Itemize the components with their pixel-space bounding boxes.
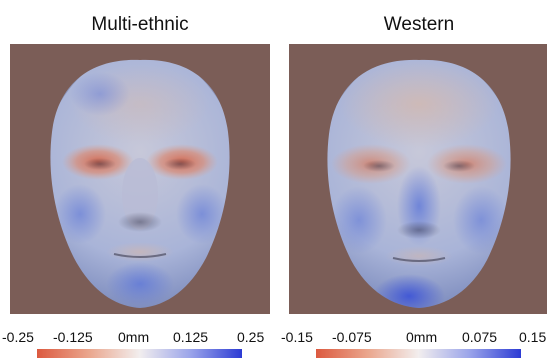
colorbar-tick: -0.125: [53, 329, 93, 345]
colorbar: [316, 349, 521, 358]
panel-western: Western: [289, 0, 547, 358]
colorbar-tick: 0.125: [173, 329, 208, 345]
colorbar-tick-labels: -0.25 -0.125 0mm 0.125 0.25: [2, 329, 278, 345]
colorbar-tick: -0.075: [332, 329, 372, 345]
face-heatmap-image: [10, 44, 270, 314]
colorbar-tick: 0.075: [462, 329, 497, 345]
colorbar-tick-labels: -0.15 -0.075 0mm 0.075 0.15: [281, 329, 547, 345]
face-heatmap-image: [289, 44, 547, 314]
colorbar-tick: -0.15: [281, 329, 313, 345]
panel-multi-ethnic: Multi-ethnic: [10, 0, 270, 358]
colorbar-tick: 0mm: [406, 329, 437, 345]
colorbar-tick: 0.25: [237, 329, 264, 345]
panel-title: Western: [289, 14, 547, 36]
colorbar-tick: -0.25: [2, 329, 34, 345]
colorbar-tick: 0mm: [118, 329, 149, 345]
colorbar: [37, 349, 242, 358]
colorbar-tick: 0.15: [519, 329, 546, 345]
panel-title: Multi-ethnic: [10, 14, 270, 36]
